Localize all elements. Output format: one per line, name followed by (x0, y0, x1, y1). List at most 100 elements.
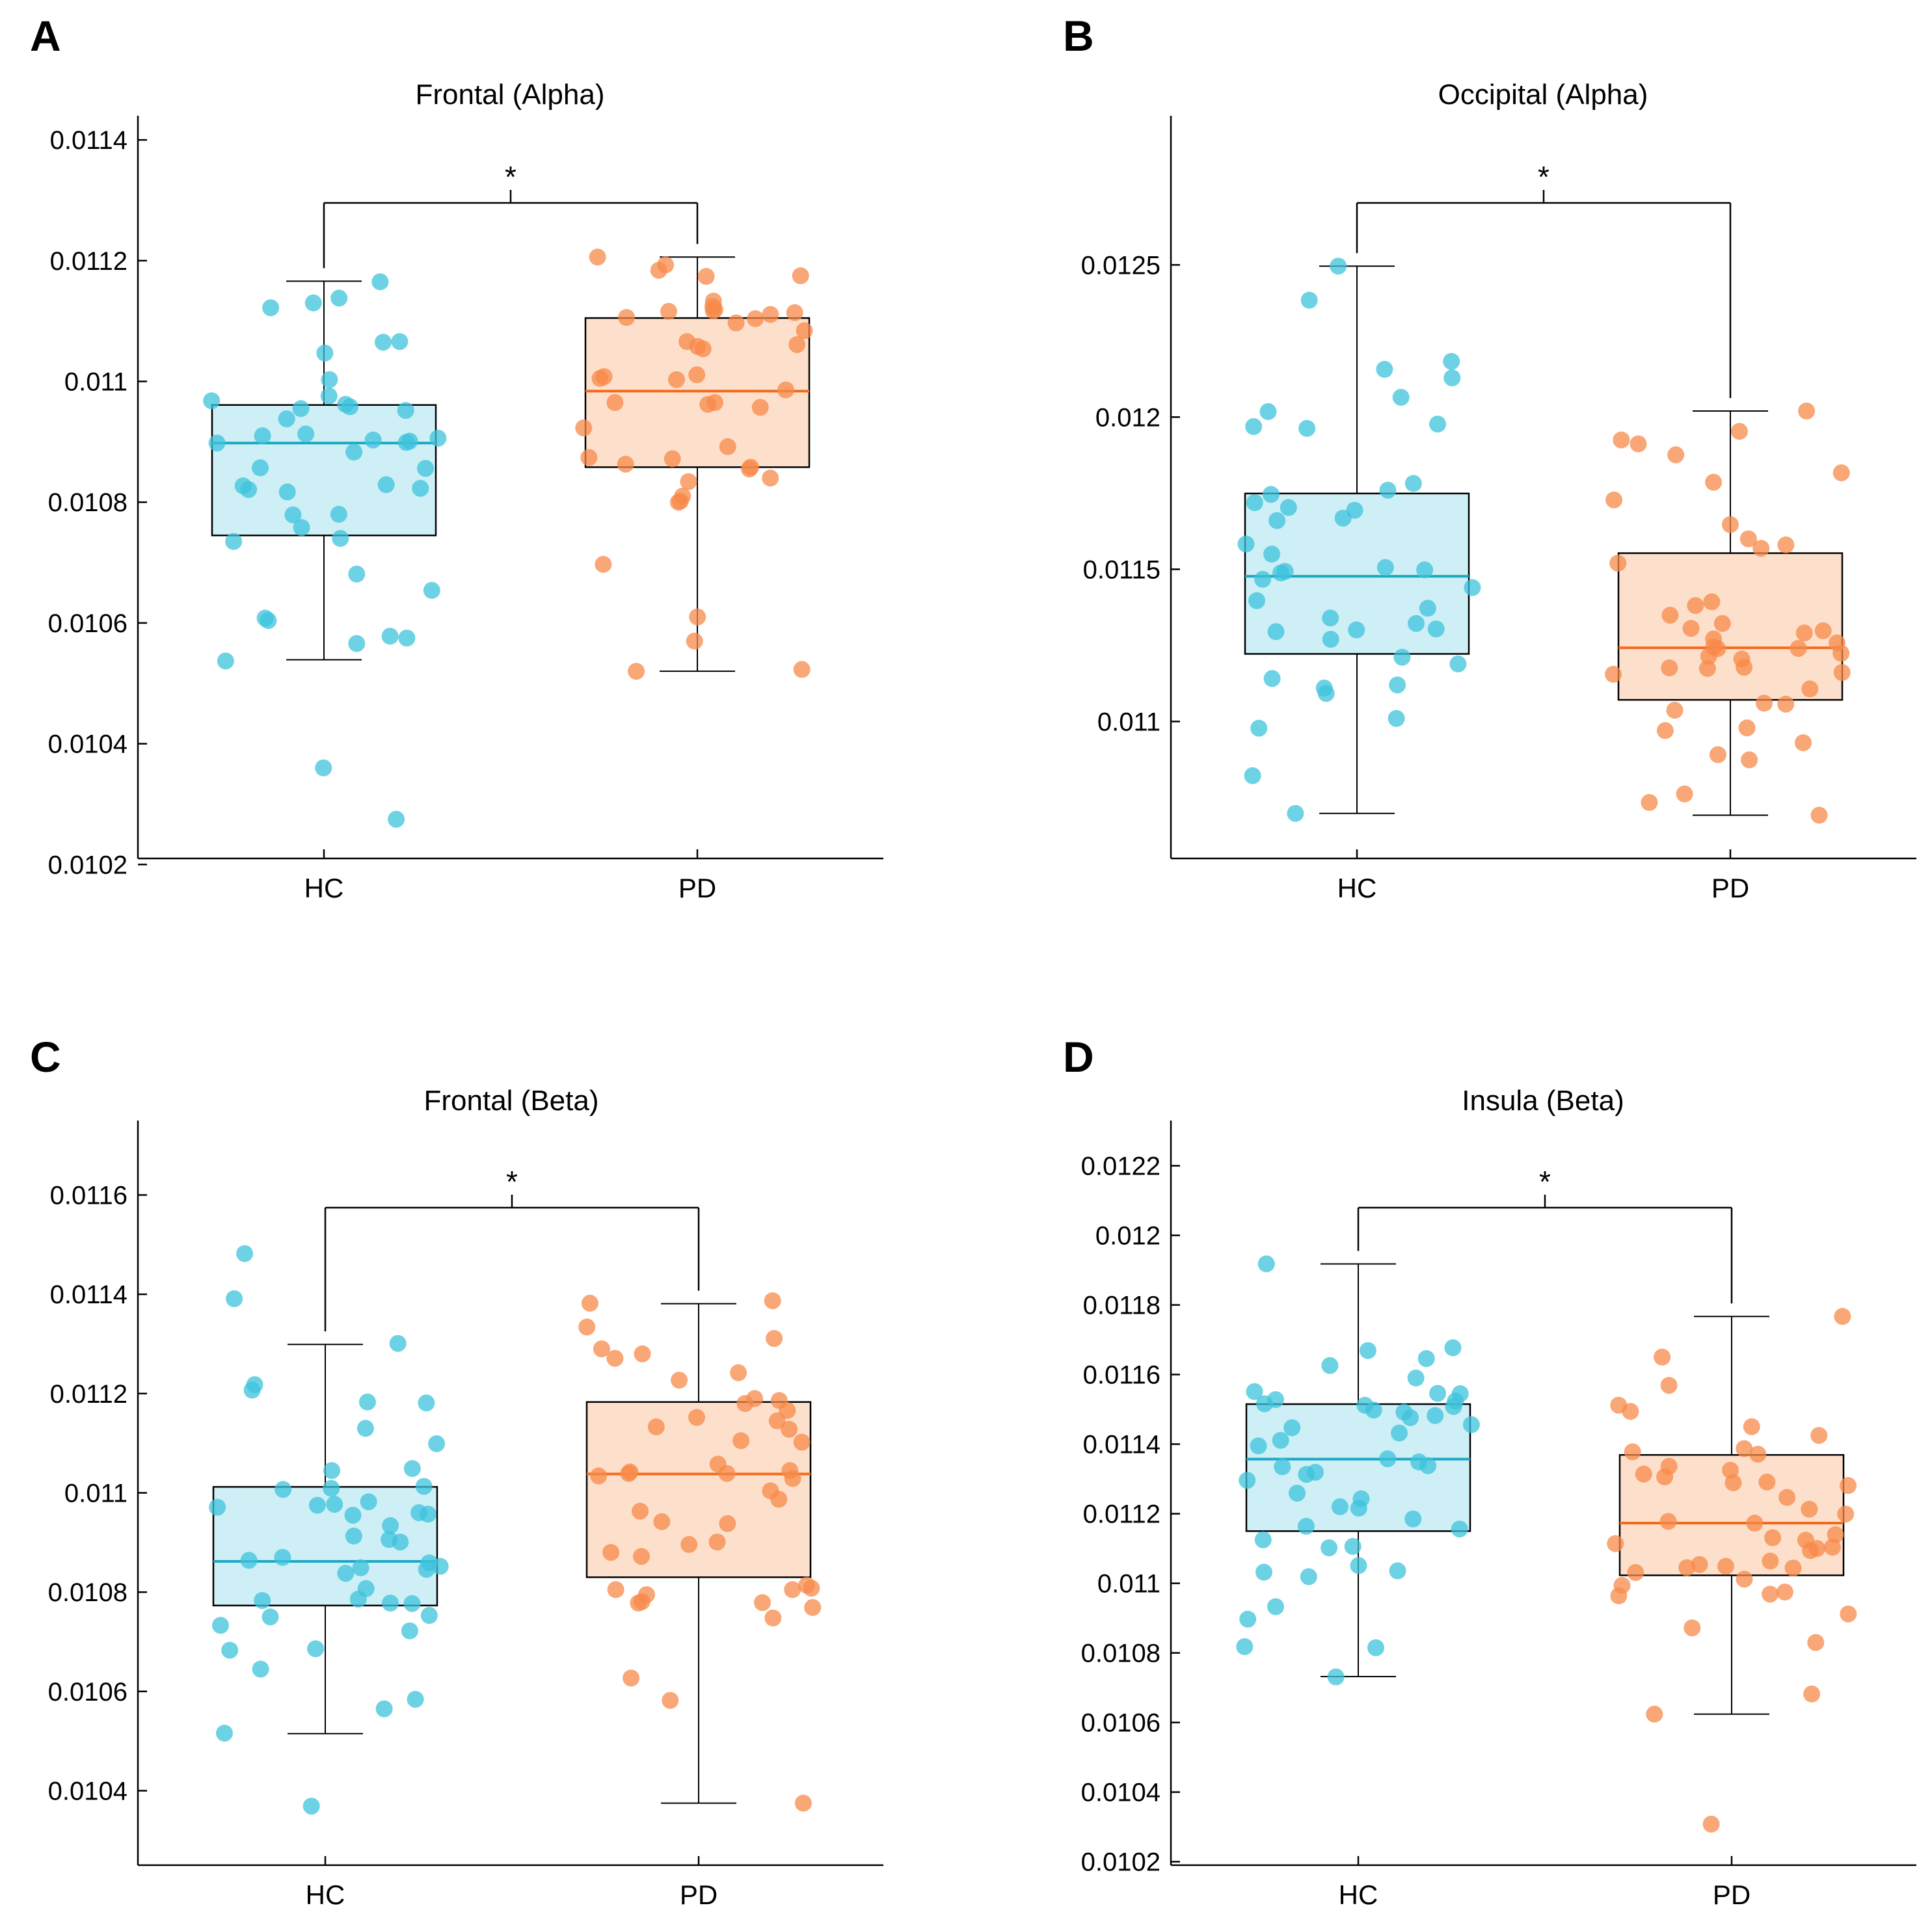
pd-data-point (1736, 659, 1753, 676)
panel-label-c: C (30, 1033, 61, 1081)
pd-data-point (1778, 1489, 1796, 1506)
hc-data-point (254, 427, 271, 445)
pd-data-point (589, 248, 606, 266)
hc-data-point (1239, 1472, 1256, 1489)
pd-data-point (1739, 530, 1757, 548)
hc-data-point (308, 1496, 326, 1514)
hc-data-point (1417, 1350, 1435, 1367)
y-tick-label: 0.0112 (50, 247, 127, 276)
pd-data-point (1756, 695, 1773, 712)
hc-data-point (1327, 1668, 1345, 1686)
panel-a: A Frontal (Alpha) 0.01020.01040.01060.01… (30, 12, 883, 903)
pd-data-point (1798, 403, 1816, 419)
hc-data-point (275, 1481, 292, 1498)
hc-data-point (1263, 546, 1281, 563)
hc-data-point (1268, 512, 1286, 529)
pd-data-point (581, 1294, 598, 1312)
pd-data-point (1605, 491, 1623, 509)
pd-data-point (747, 310, 764, 327)
pd-data-point (680, 1535, 698, 1553)
pd-data-point (620, 1465, 637, 1482)
pd-data-point (591, 369, 609, 387)
hc-data-point (1419, 600, 1436, 617)
hc-data-point (1280, 499, 1297, 516)
hc-data-point (397, 434, 415, 451)
hc-data-point (418, 1561, 435, 1578)
pd-data-point (762, 470, 779, 487)
pd-data-point (1801, 680, 1819, 698)
panel-d: D Insula (Beta) 0.0102 0.0104 0.0106 0.0108… (1063, 1033, 1916, 1910)
hc-data-point (330, 289, 348, 307)
hc-data-point (358, 1393, 376, 1411)
pd-data-point (1743, 1418, 1760, 1435)
pd-data-point (1801, 1500, 1818, 1518)
pd-data-point (779, 1401, 796, 1419)
hc-data-point (377, 476, 395, 494)
hc-data-point (1321, 1539, 1338, 1556)
hc-data-point (428, 1435, 446, 1452)
x-tick-label-hc: HC (304, 873, 344, 903)
hc-data-point (1330, 258, 1347, 275)
x-tick-label-pd: PD (1713, 1879, 1751, 1910)
hc-data-point (412, 479, 429, 497)
hc-data-point (320, 387, 338, 405)
hc-data-point (420, 1607, 438, 1624)
hc-data-point (401, 1622, 418, 1640)
pd-data-point (777, 381, 794, 399)
pd-data-point (1832, 644, 1850, 662)
pd-data-point (786, 304, 803, 321)
pd-data-point (1624, 1443, 1641, 1461)
hc-data-point (1244, 767, 1261, 784)
hc-data-point (1429, 1385, 1447, 1402)
y-tick-label: 0.0112 (50, 1380, 127, 1409)
pd-data-point (580, 449, 598, 466)
hc-data-point (236, 1245, 254, 1262)
pd-data-point (1777, 536, 1795, 553)
pd-data-point (1814, 622, 1832, 639)
pd-data-point (1661, 607, 1679, 624)
hc-data-point (221, 1641, 239, 1659)
hc-data-point (1248, 592, 1265, 609)
hc-data-point (1262, 486, 1280, 503)
hc-data-point (262, 1608, 279, 1626)
hc-data-point (1416, 561, 1434, 579)
y-tick-label: 0.0112 (1083, 1500, 1161, 1529)
pd-data-point (1659, 1513, 1677, 1530)
significance-star: * (1538, 160, 1550, 194)
hc-data-point (330, 505, 347, 523)
hc-data-point (417, 460, 435, 477)
pd-data-point (1687, 597, 1704, 615)
hc-data-point (274, 1548, 291, 1566)
y-tick-label: 0.0102 (1081, 1848, 1161, 1877)
pd-data-point (1641, 793, 1658, 811)
hc-data-point (1402, 1409, 1419, 1426)
hc-data-point (382, 1517, 399, 1534)
pd-data-point (1777, 695, 1795, 713)
hc-data-point (375, 334, 392, 351)
pd-data-point (1840, 1477, 1857, 1494)
pd-data-point (719, 438, 736, 455)
hc-data-point (1379, 1450, 1397, 1468)
hc-data-point (423, 581, 440, 599)
pd-data-point (1736, 1440, 1753, 1457)
hc-data-point (392, 1533, 409, 1551)
hc-data-point (1393, 648, 1411, 666)
pd-data-point (784, 1581, 801, 1599)
pd-data-point (1790, 640, 1807, 657)
pd-data-point (1784, 1560, 1802, 1577)
hc-data-point (1334, 509, 1352, 527)
chart-title-a: Frontal (Alpha) (415, 79, 604, 111)
hc-data-point (1300, 1568, 1317, 1586)
pd-data-point (1741, 751, 1758, 769)
pd-data-point (803, 1580, 820, 1597)
pd-data-point (770, 1491, 788, 1508)
hc-data-point (252, 1660, 269, 1678)
hc-data-point (1259, 403, 1277, 420)
hc-data-point (337, 1565, 355, 1582)
pd-data-point (793, 1433, 811, 1451)
hc-data-point (292, 400, 310, 418)
x-tick-label-pd: PD (680, 1879, 718, 1910)
y-tick-label: 0.0106 (48, 609, 127, 638)
pd-data-point (671, 1372, 688, 1389)
chart-area-c: 0.0104 0.0106 0.0108 0.011 0.0112 0.0114 0.011… (48, 1121, 883, 1910)
